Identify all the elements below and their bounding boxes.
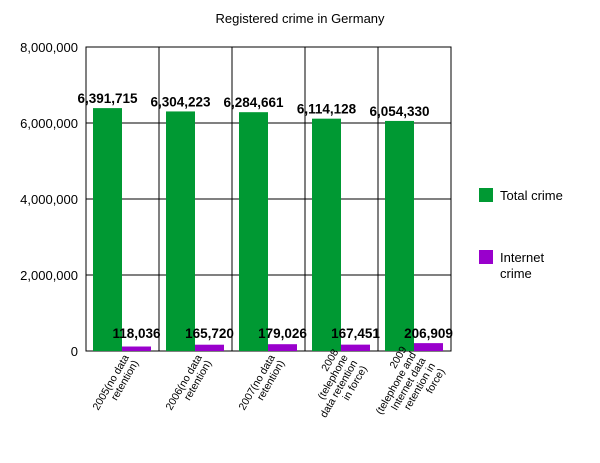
data-label-total-crime: 6,284,661 (223, 95, 284, 110)
data-labels: 6,391,715 6,304,223 6,284,661 6,114,128 6,05… (77, 91, 452, 341)
bar-internet-crime (268, 344, 297, 351)
bar-total-crime (385, 120, 414, 352)
legend-label: crime (500, 266, 532, 281)
y-axis-ticks: 0 2,000,000 4,000,000 6,000,000 8,000,000 (20, 40, 78, 359)
y-tick-label: 6,000,000 (20, 116, 78, 131)
legend-label: Internet (500, 250, 544, 265)
data-label-total-crime: 6,054,330 (369, 104, 429, 119)
y-tick-label: 0 (71, 344, 78, 359)
bar-total-crime (166, 111, 195, 351)
bar-total-crime (312, 118, 341, 351)
data-label-internet-crime: 165,720 (185, 326, 234, 341)
data-label-total-crime: 6,391,715 (77, 91, 138, 106)
bar-total-crime (239, 112, 268, 351)
legend-swatch (479, 250, 493, 264)
bar-internet-crime (341, 344, 370, 351)
bar-internet-crime (122, 346, 151, 351)
bar-internet-crime (195, 344, 224, 351)
y-tick-label: 4,000,000 (20, 192, 78, 207)
data-label-total-crime: 6,304,223 (150, 94, 211, 109)
y-tick-label: 2,000,000 (20, 268, 78, 283)
legend-swatch (479, 188, 493, 202)
chart-title: Registered crime in Germany (215, 11, 385, 26)
data-label-internet-crime: 167,451 (331, 326, 380, 341)
data-label-internet-crime: 118,036 (112, 326, 161, 341)
data-label-internet-crime: 206,909 (404, 326, 453, 341)
bar-internet-crime (414, 343, 443, 351)
bar-total-crime (93, 108, 122, 351)
data-label-internet-crime: 179,026 (258, 326, 307, 341)
bars (93, 108, 443, 352)
data-label-total-crime: 6,114,128 (297, 102, 357, 117)
y-tick-label: 8,000,000 (20, 40, 78, 55)
legend-label: Total crime (500, 188, 563, 203)
